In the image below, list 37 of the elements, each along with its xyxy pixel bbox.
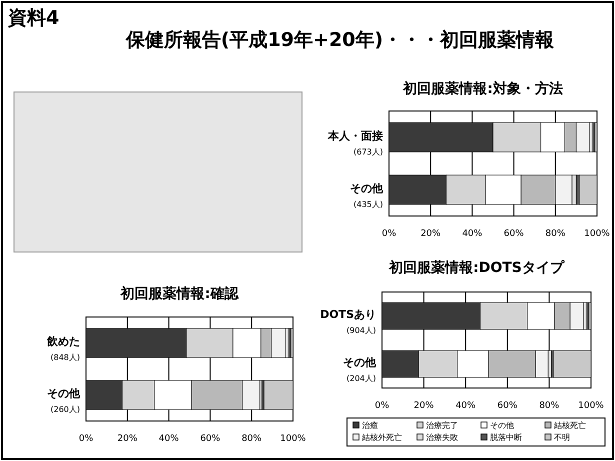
x-tick-label: 100% — [584, 229, 610, 239]
y-tick-label: 本人・面接 (673人) — [327, 129, 383, 156]
x-tick-label: 0% — [374, 401, 390, 411]
x-tick-label: 0% — [382, 229, 397, 239]
legend-label: 結核外死亡 — [361, 433, 402, 442]
chart-title: 初回服薬情報:DOTSタイプ — [388, 259, 565, 276]
x-tick-label: 100% — [578, 401, 604, 411]
legend-label: 治癒 — [362, 421, 378, 430]
y-tick-label: DOTSあり (904人) — [320, 308, 376, 335]
text: 保健所報告(平成19年+20年)・・・初回服薬情報 — [124, 29, 556, 51]
x-tick-label: 80% — [539, 401, 560, 411]
x-tick-label: 40% — [456, 401, 476, 411]
x-tick-label: 20% — [117, 434, 138, 444]
y-tick-label: 飲めた (848人) — [46, 335, 80, 362]
x-tick-label: 20% — [420, 229, 442, 239]
chart-title: 初回服薬情報:確認 — [120, 285, 240, 302]
x-tick-label: 80% — [242, 434, 262, 444]
legend-label: 不明 — [554, 433, 570, 442]
x-tick-label: 80% — [545, 229, 566, 239]
chart-title: 初回服薬情報:対象・方法 — [402, 80, 563, 97]
x-tick-label: 60% — [497, 401, 518, 411]
x-tick-label: 60% — [200, 434, 221, 444]
x-tick-label: 60% — [504, 229, 524, 239]
x-tick-label: 40% — [158, 434, 180, 444]
legend-label: 治療失敗 — [426, 433, 458, 442]
x-tick-label: 0% — [78, 434, 94, 444]
legend-label: 結核死亡 — [553, 421, 586, 430]
legend-label: その他 — [490, 421, 514, 430]
x-tick-label: 20% — [414, 401, 434, 411]
legend-label: 治療完了 — [426, 421, 458, 430]
y-tick-label: その他 (204人) — [343, 356, 377, 383]
legend-label: 脱落中断 — [490, 433, 522, 442]
y-tick-label: その他 (435人) — [350, 182, 384, 209]
text: 資料4 — [7, 7, 60, 29]
x-tick-label: 40% — [462, 229, 483, 239]
y-tick-label: その他 (260人) — [47, 387, 81, 414]
x-tick-label: 100% — [280, 434, 306, 444]
